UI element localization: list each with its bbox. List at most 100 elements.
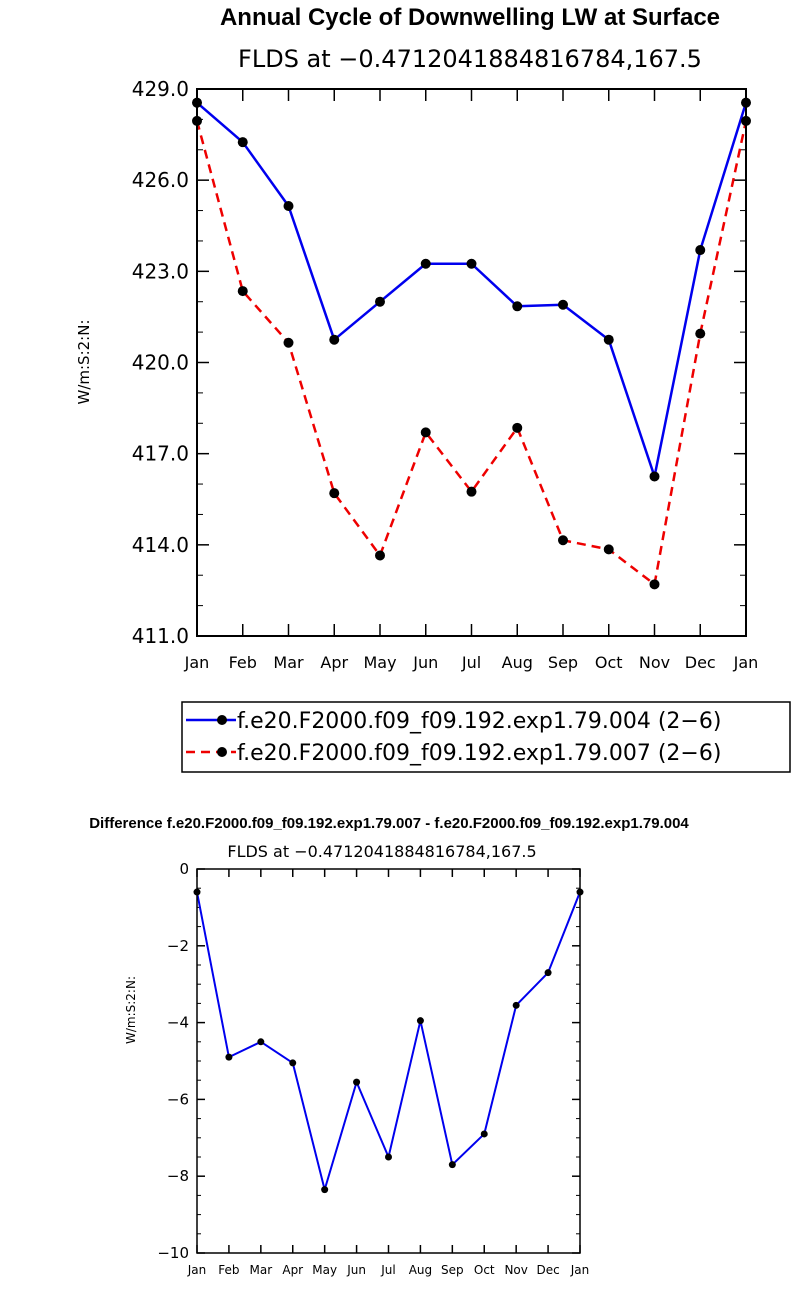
series-0-point [649,471,660,482]
series-0-point [385,1153,392,1161]
x-tick-label: Jul [380,1263,395,1277]
chart1-x-tick-labels: Jan Feb Mar Apr May Jun Jul Aug Sep Oct Nov Dec Jan [184,653,759,672]
chart2-x-tick-labels: Jan Feb Mar Apr May Jun Jul Aug Sep Oct Nov Dec Jan [187,1263,590,1277]
y-tick-label: −2 [167,937,189,955]
chart2-series [193,888,584,1194]
y-tick-label: 429.0 [132,77,189,101]
series-1-point [695,328,706,339]
series-0-point [289,1059,297,1067]
series-1-point [375,550,385,561]
difference-chart: Difference f.e20.F2000.f09_f09.192.exp1.… [89,815,689,1277]
x-tick-label: May [312,1263,337,1277]
x-tick-label: May [363,653,396,672]
y-tick-label: −6 [167,1090,189,1108]
series-0-point [512,1001,520,1009]
series-1-point [420,427,431,438]
x-tick-label: Apr [320,653,348,672]
x-tick-label: Dec [685,653,716,672]
y-tick-label: −10 [157,1244,189,1262]
series-1-point [283,337,294,348]
chart1-plot-frame [196,88,747,637]
legend-label-007: f.e20.F2000.f09_f09.192.exp1.79.007 (2−6… [237,741,721,766]
annual-cycle-chart: Annual Cycle of Downwelling LW at Surfac… [75,4,758,672]
x-tick-label: Nov [639,653,670,672]
chart2-plot-frame [196,868,581,1254]
legend-label-004: f.e20.F2000.f09_f09.192.exp1.79.004 (2−6… [237,709,721,734]
y-tick-label: 414.0 [132,533,189,557]
series-line-0 [196,891,581,1191]
chart2-ylabel: W/m:S:2:N: [124,976,138,1044]
legend-marker-004 [217,715,227,725]
series-1-point [466,486,477,497]
series-0-point [321,1186,329,1194]
series-0-point [544,969,552,977]
x-tick-label: Aug [502,653,533,672]
series-0-point [283,200,294,211]
x-tick-label: Apr [282,1263,303,1277]
x-tick-label: Sep [548,653,578,672]
series-1-point [329,488,340,499]
x-tick-label: Feb [229,653,257,672]
x-tick-label: Oct [474,1263,495,1277]
x-tick-label: Sep [441,1263,464,1277]
series-0-point [225,1053,233,1061]
series-0-point [695,245,706,256]
y-tick-label: 417.0 [132,442,189,466]
x-tick-label: Oct [595,653,623,672]
x-tick-label: Jan [570,1263,590,1277]
series-1-point [649,579,660,590]
y-tick-label: 411.0 [132,624,189,648]
series-0-point [603,334,614,345]
series-1-point [558,535,568,546]
chart1-ticks [196,88,747,637]
x-tick-label: Aug [409,1263,432,1277]
x-tick-label: Dec [536,1263,559,1277]
series-0-point [329,334,340,345]
series-1-point [603,544,614,555]
y-tick-label: 420.0 [132,351,189,375]
y-tick-label: 0 [179,860,189,878]
x-tick-label: Jun [412,653,438,672]
legend-box [181,701,791,773]
legend-marker-007 [217,747,227,757]
series-1-point [512,422,523,433]
series-0-point [237,137,248,148]
y-tick-label: −8 [167,1167,189,1185]
x-tick-label: Jan [184,653,210,672]
x-tick-label: Mar [273,653,304,672]
chart2-ticks [196,868,581,1254]
chart1-ylabel: W/m:S:2:N: [75,320,93,405]
series-0-point [466,258,477,269]
chart2-y-tick-labels: −10 −8 −6 −4 −2 0 [157,860,189,1262]
x-tick-label: Nov [504,1263,527,1277]
x-tick-label: Mar [250,1263,273,1277]
x-tick-label: Jan [733,653,759,672]
chart2-subtitle: FLDS at −0.4712041884816784,167.5 [227,842,536,861]
series-0-point [420,258,431,269]
series-0-point [353,1078,361,1086]
series-0-point [448,1161,456,1169]
x-tick-label: Jan [187,1263,207,1277]
chart1-subtitle: FLDS at −0.4712041884816784,167.5 [238,45,702,73]
series-0-point [512,301,523,312]
y-tick-label: −4 [167,1014,189,1032]
chart2-title: Difference f.e20.F2000.f09_f09.192.exp1.… [89,815,689,832]
chart1-y-tick-labels: 411.0 414.0 417.0 420.0 423.0 426.0 429.0 [132,77,189,648]
chart1-series [192,97,751,590]
series-0-point [558,299,568,310]
series-0-point [375,296,385,307]
chart1-title: Annual Cycle of Downwelling LW at Surfac… [220,4,720,31]
series-0-point [257,1038,265,1046]
x-tick-label: Jul [461,653,481,672]
y-tick-label: 423.0 [132,259,189,283]
series-line-1 [195,120,748,586]
x-tick-label: Feb [218,1263,239,1277]
y-tick-label: 426.0 [132,168,189,192]
x-tick-label: Jun [346,1263,366,1277]
series-0-point [416,1017,424,1025]
series-1-point [237,286,248,297]
chart1-legend: f.e20.F2000.f09_f09.192.exp1.79.004 (2−6… [181,701,791,773]
series-0-point [480,1130,488,1138]
series-line-0 [196,101,748,478]
